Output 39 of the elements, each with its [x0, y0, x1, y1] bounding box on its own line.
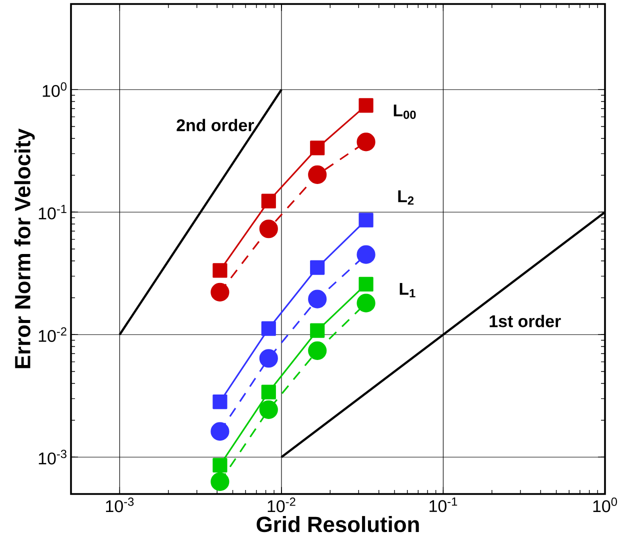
point [261, 321, 276, 336]
point [212, 394, 228, 410]
x-tick-label: 10$^{0}$ [593, 498, 617, 512]
point [356, 132, 376, 152]
point [358, 98, 374, 113]
x-tick-label: 10$^{-1}$ [430, 498, 458, 512]
point [261, 194, 276, 208]
x-axis-title: Grid Resolution [256, 516, 419, 532]
point [308, 341, 327, 360]
annotation: 1st order [490, 314, 561, 328]
point [259, 220, 278, 238]
point [308, 290, 327, 308]
annotation: L$_{1}$ [400, 283, 416, 298]
annotation: 2nd order [176, 118, 254, 132]
point [261, 384, 276, 400]
annotation: L$_{2}$ [398, 190, 414, 205]
point [358, 276, 374, 292]
y-tick-label: 10$^{-3}$ [38, 450, 66, 464]
point [210, 282, 230, 302]
x-tick-label: 10$^{-2}$ [268, 498, 296, 512]
y-tick-label: 10$^{-1}$ [38, 204, 66, 220]
point [358, 212, 374, 228]
y-tick-label: 10$^{-2}$ [38, 327, 66, 342]
point [210, 422, 230, 441]
annotation: L$_{00}$ [394, 104, 416, 119]
point [308, 165, 327, 184]
point [259, 400, 278, 419]
point [259, 349, 278, 368]
y-axis-title: Error Norm for Velocity [14, 128, 35, 368]
x-tick-label: 10$^{-3}$ [106, 498, 134, 512]
point [310, 260, 325, 275]
point [310, 323, 325, 338]
point [212, 263, 228, 278]
y-tick-label: 10$^{0}$ [42, 82, 67, 97]
point [210, 472, 230, 492]
point [310, 140, 325, 156]
point [356, 294, 376, 312]
point [212, 458, 228, 472]
point [356, 245, 376, 264]
